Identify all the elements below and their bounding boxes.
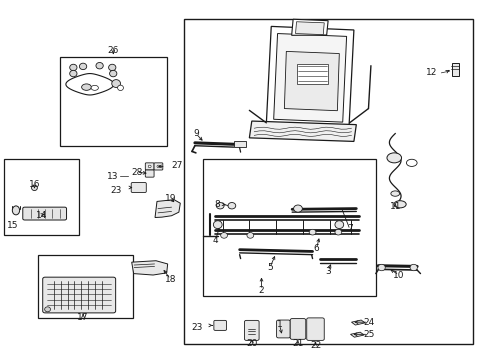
Text: 13: 13 <box>107 172 118 181</box>
FancyBboxPatch shape <box>23 207 66 220</box>
Text: 28: 28 <box>131 168 142 177</box>
Polygon shape <box>273 33 346 122</box>
FancyBboxPatch shape <box>289 319 305 339</box>
Ellipse shape <box>406 159 416 166</box>
Text: 26: 26 <box>107 46 119 55</box>
Ellipse shape <box>334 221 343 229</box>
Ellipse shape <box>390 191 399 196</box>
Text: 23: 23 <box>110 185 122 194</box>
Text: 8: 8 <box>214 200 220 209</box>
FancyBboxPatch shape <box>213 320 226 330</box>
Polygon shape <box>291 19 327 35</box>
Text: 17: 17 <box>77 313 89 322</box>
Ellipse shape <box>108 64 116 71</box>
Ellipse shape <box>79 63 86 69</box>
FancyBboxPatch shape <box>131 183 146 193</box>
Bar <box>38 255 132 318</box>
Text: 22: 22 <box>309 341 321 350</box>
Text: 25: 25 <box>363 330 374 339</box>
Ellipse shape <box>12 206 20 215</box>
Text: 15: 15 <box>7 221 19 230</box>
Ellipse shape <box>220 233 227 238</box>
Ellipse shape <box>227 203 235 209</box>
Bar <box>4 158 79 235</box>
Bar <box>60 57 166 146</box>
FancyBboxPatch shape <box>306 318 324 341</box>
Text: 4: 4 <box>212 236 218 245</box>
Ellipse shape <box>109 70 117 77</box>
Ellipse shape <box>91 85 98 90</box>
Bar <box>203 158 375 296</box>
Text: 5: 5 <box>266 264 272 273</box>
Ellipse shape <box>157 165 160 168</box>
FancyBboxPatch shape <box>42 277 116 313</box>
Polygon shape <box>266 26 353 126</box>
Bar <box>451 63 458 76</box>
Polygon shape <box>295 22 324 35</box>
Polygon shape <box>131 261 167 275</box>
Ellipse shape <box>148 165 151 168</box>
Ellipse shape <box>409 264 416 271</box>
Ellipse shape <box>112 80 120 87</box>
FancyBboxPatch shape <box>145 170 154 177</box>
Text: 18: 18 <box>164 275 176 284</box>
Text: 7: 7 <box>347 224 353 233</box>
Text: 6: 6 <box>313 244 319 253</box>
Polygon shape <box>284 51 339 111</box>
Text: 14: 14 <box>36 211 47 220</box>
Ellipse shape <box>70 64 77 71</box>
FancyBboxPatch shape <box>244 320 259 341</box>
FancyBboxPatch shape <box>154 163 163 170</box>
Text: 9: 9 <box>193 129 198 138</box>
FancyBboxPatch shape <box>276 320 289 338</box>
Bar <box>233 141 245 147</box>
Text: 20: 20 <box>245 339 257 348</box>
FancyBboxPatch shape <box>145 163 154 170</box>
Ellipse shape <box>334 229 341 235</box>
Ellipse shape <box>386 153 401 163</box>
Ellipse shape <box>293 205 302 212</box>
Ellipse shape <box>81 84 91 90</box>
Text: 2: 2 <box>258 285 264 294</box>
Ellipse shape <box>96 63 103 69</box>
Ellipse shape <box>44 307 50 312</box>
Ellipse shape <box>216 203 224 209</box>
Ellipse shape <box>31 185 37 190</box>
Text: 21: 21 <box>292 339 303 348</box>
Ellipse shape <box>308 229 315 235</box>
Bar <box>296 64 327 84</box>
Ellipse shape <box>377 264 385 271</box>
Ellipse shape <box>246 233 253 238</box>
Bar <box>183 19 472 344</box>
Text: 24: 24 <box>363 318 374 327</box>
Text: 23: 23 <box>191 323 203 332</box>
Polygon shape <box>350 332 364 337</box>
Text: 12: 12 <box>425 68 437 77</box>
Text: 11: 11 <box>388 202 400 211</box>
Polygon shape <box>351 320 365 325</box>
Text: 10: 10 <box>392 270 404 279</box>
Ellipse shape <box>213 221 222 229</box>
Text: 3: 3 <box>325 267 330 276</box>
Ellipse shape <box>117 85 123 90</box>
Text: 19: 19 <box>164 194 176 203</box>
Ellipse shape <box>393 201 406 208</box>
Text: 27: 27 <box>171 161 183 170</box>
Text: 1: 1 <box>276 320 282 329</box>
Ellipse shape <box>70 70 77 77</box>
Text: 16: 16 <box>29 180 40 189</box>
Polygon shape <box>155 200 180 217</box>
Polygon shape <box>249 121 356 141</box>
